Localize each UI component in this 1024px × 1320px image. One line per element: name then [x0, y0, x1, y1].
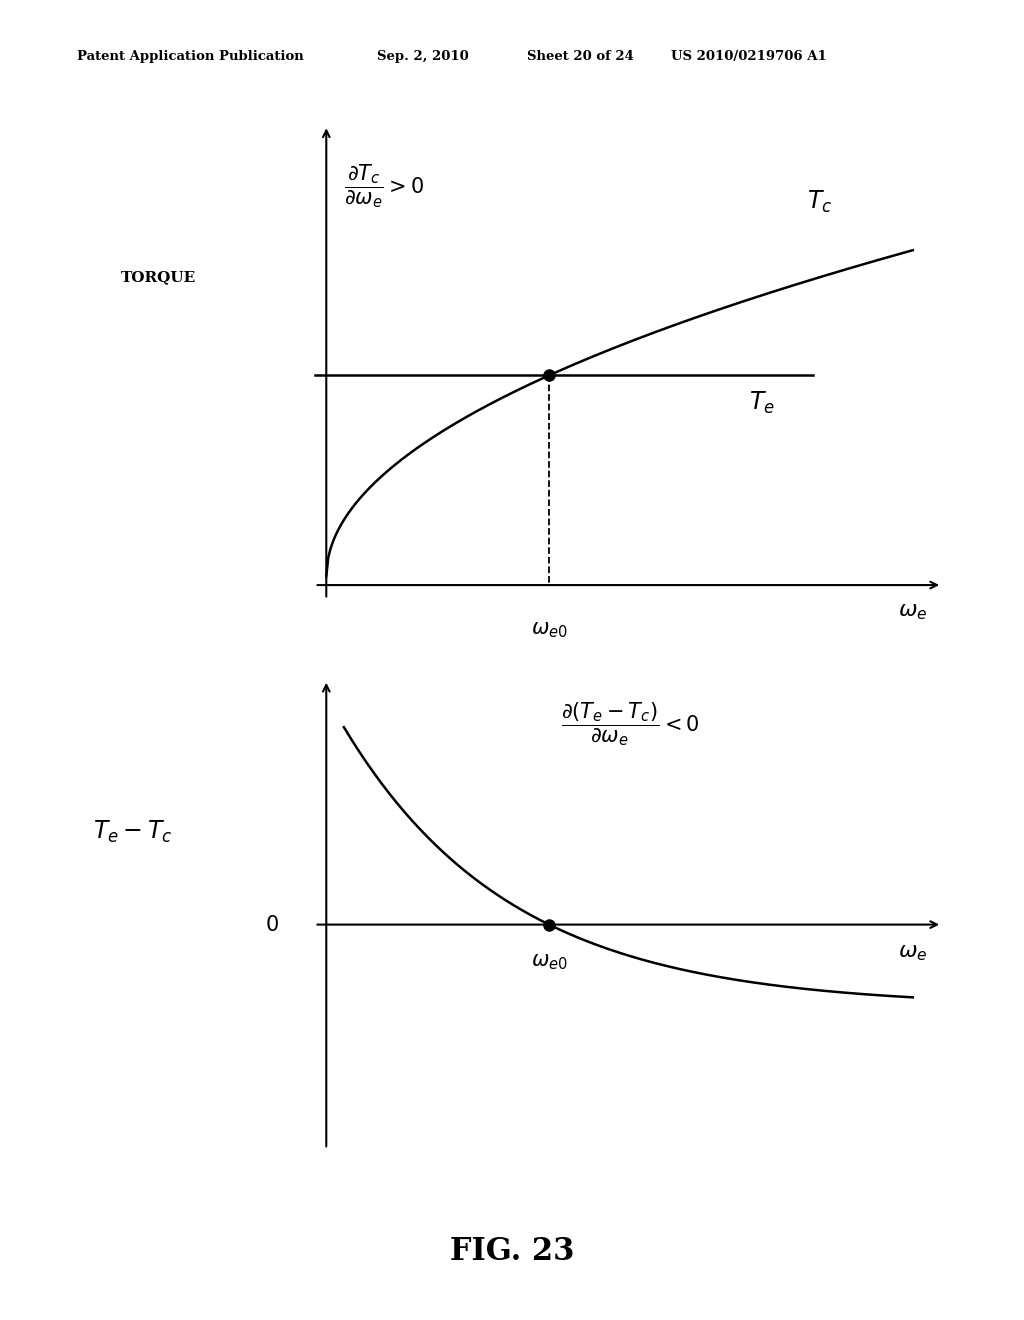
Text: $T_e$: $T_e$ [749, 389, 774, 416]
Text: $\dfrac{\partial T_c}{\partial \omega_e} > 0$: $\dfrac{\partial T_c}{\partial \omega_e}… [344, 162, 424, 210]
Text: FIG. 23: FIG. 23 [450, 1236, 574, 1267]
Text: Sep. 2, 2010: Sep. 2, 2010 [377, 50, 469, 63]
Text: $\omega_e$: $\omega_e$ [898, 601, 928, 622]
Text: $\omega_e$: $\omega_e$ [898, 941, 928, 964]
Text: TORQUE: TORQUE [121, 271, 197, 284]
Text: $T_e - T_c$: $T_e - T_c$ [93, 818, 173, 845]
Text: $\dfrac{\partial(T_e - T_c)}{\partial \omega_e} < 0$: $\dfrac{\partial(T_e - T_c)}{\partial \o… [561, 700, 699, 747]
Text: $\omega_{e0}$: $\omega_{e0}$ [530, 620, 567, 639]
Text: Patent Application Publication: Patent Application Publication [77, 50, 303, 63]
Text: $0$: $0$ [265, 915, 280, 935]
Text: $\omega_{e0}$: $\omega_{e0}$ [530, 952, 567, 972]
Text: $T_c$: $T_c$ [807, 189, 833, 215]
Text: US 2010/0219706 A1: US 2010/0219706 A1 [671, 50, 826, 63]
Text: Sheet 20 of 24: Sheet 20 of 24 [527, 50, 634, 63]
